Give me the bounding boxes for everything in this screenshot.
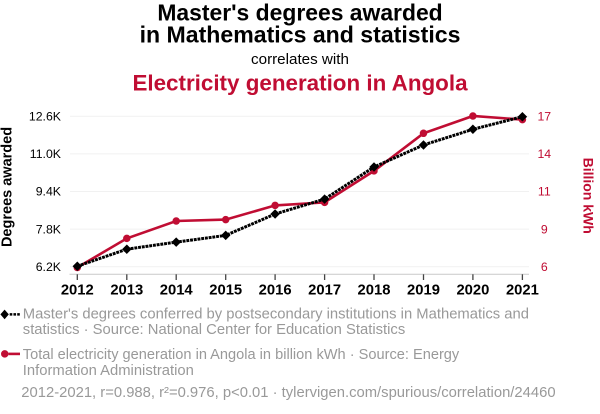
svg-text:correlates with: correlates with — [251, 51, 349, 68]
svg-text:2017: 2017 — [308, 283, 341, 299]
svg-text:11: 11 — [538, 185, 551, 199]
svg-text:11.0K: 11.0K — [30, 147, 62, 161]
svg-text:2018: 2018 — [358, 283, 391, 299]
svg-text:2016: 2016 — [259, 283, 292, 299]
svg-text:12.6K: 12.6K — [29, 110, 62, 124]
svg-text:2020: 2020 — [456, 283, 489, 299]
svg-text:2014: 2014 — [160, 283, 194, 299]
svg-text:2013: 2013 — [110, 283, 143, 299]
svg-text:2012: 2012 — [61, 283, 94, 299]
svg-text:14: 14 — [537, 147, 551, 161]
svg-text:7.8K: 7.8K — [36, 222, 62, 236]
svg-text:2021: 2021 — [506, 283, 539, 299]
svg-text:9.4K: 9.4K — [36, 185, 62, 199]
svg-text:Total electricity generation i: Total electricity generation in Angola i… — [23, 347, 460, 363]
svg-text:Billion kWh: Billion kWh — [580, 158, 596, 234]
svg-text:Master's degrees conferred by: Master's degrees conferred by postsecond… — [23, 306, 529, 322]
svg-text:Degrees awarded: Degrees awarded — [0, 127, 15, 247]
svg-text:Master's degrees awarded: Master's degrees awarded — [157, 0, 442, 25]
svg-text:statistics · Source: National: statistics · Source: National Center for… — [23, 322, 405, 338]
svg-text:9: 9 — [541, 222, 548, 236]
svg-text:Electricity generation in Ango: Electricity generation in Angola — [132, 71, 468, 96]
svg-text:17: 17 — [537, 110, 551, 124]
svg-text:2015: 2015 — [209, 283, 242, 299]
svg-text:in Mathematics and statistics: in Mathematics and statistics — [140, 21, 461, 47]
svg-text:2012-2021, r=0.988, r²=0.976,: 2012-2021, r=0.988, r²=0.976, p<0.01 · t… — [21, 385, 555, 401]
svg-text:6: 6 — [541, 260, 548, 274]
svg-text:6.2K: 6.2K — [36, 260, 62, 274]
svg-text:2019: 2019 — [407, 283, 440, 299]
svg-text:Information Administration: Information Administration — [23, 363, 194, 379]
